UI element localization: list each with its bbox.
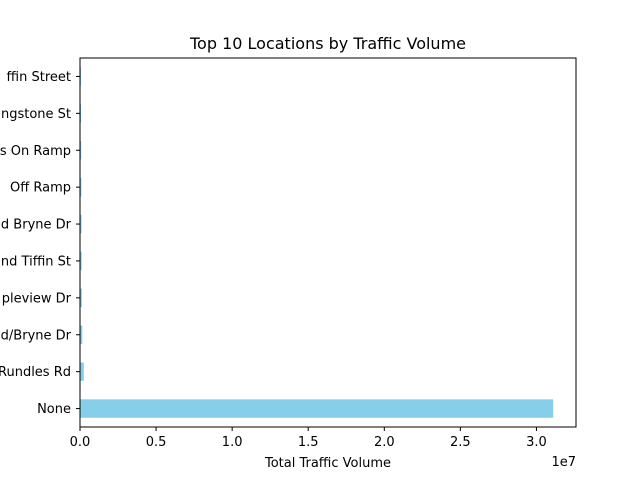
y-tick-label: Off Ramp bbox=[10, 181, 71, 196]
bar bbox=[80, 251, 82, 271]
x-tick-label: 3.0 bbox=[526, 435, 547, 450]
bar bbox=[80, 177, 82, 197]
y-axis-ticks: ffin Street ngstone St s On Ramp Off Ramp d … bbox=[0, 70, 80, 417]
x-tick-label: 2.0 bbox=[374, 435, 395, 450]
bar bbox=[80, 399, 554, 418]
bar bbox=[80, 141, 82, 160]
y-tick-label: d Bryne Dr bbox=[1, 218, 72, 233]
x-tick-label: 0.0 bbox=[70, 435, 91, 450]
plot-area-frame bbox=[79, 57, 577, 428]
y-tick-label: nd Tiffin St bbox=[1, 254, 71, 269]
x-axis-label: Total Traffic Volume bbox=[264, 456, 391, 471]
chart-title: Top 10 Locations by Traffic Volume bbox=[189, 34, 466, 53]
bars-layer bbox=[80, 67, 554, 418]
bar bbox=[80, 288, 82, 308]
bar bbox=[80, 104, 82, 123]
y-tick-label: s On Ramp bbox=[0, 144, 71, 159]
x-tick-label: 1.5 bbox=[298, 435, 319, 450]
bar bbox=[80, 362, 84, 381]
x-tick-label: 1.0 bbox=[222, 435, 243, 450]
y-tick-label: ffin Street bbox=[7, 70, 71, 85]
bar bbox=[80, 214, 82, 234]
y-tick-label: pleview Dr bbox=[2, 291, 72, 306]
x-axis-ticks: 0.0 0.5 1.0 1.5 2.0 2.5 3.0 bbox=[70, 427, 547, 450]
y-tick-label: ngstone St bbox=[1, 107, 71, 122]
y-tick-label: None bbox=[37, 402, 71, 417]
y-tick-label: Rundles Rd bbox=[0, 365, 71, 380]
x-tick-label: 2.5 bbox=[450, 435, 471, 450]
y-tick-label: d/Bryne Dr bbox=[1, 328, 72, 343]
x-axis-offset-label: 1e7 bbox=[551, 455, 576, 470]
x-tick-label: 0.5 bbox=[146, 435, 167, 450]
bar bbox=[80, 325, 83, 344]
